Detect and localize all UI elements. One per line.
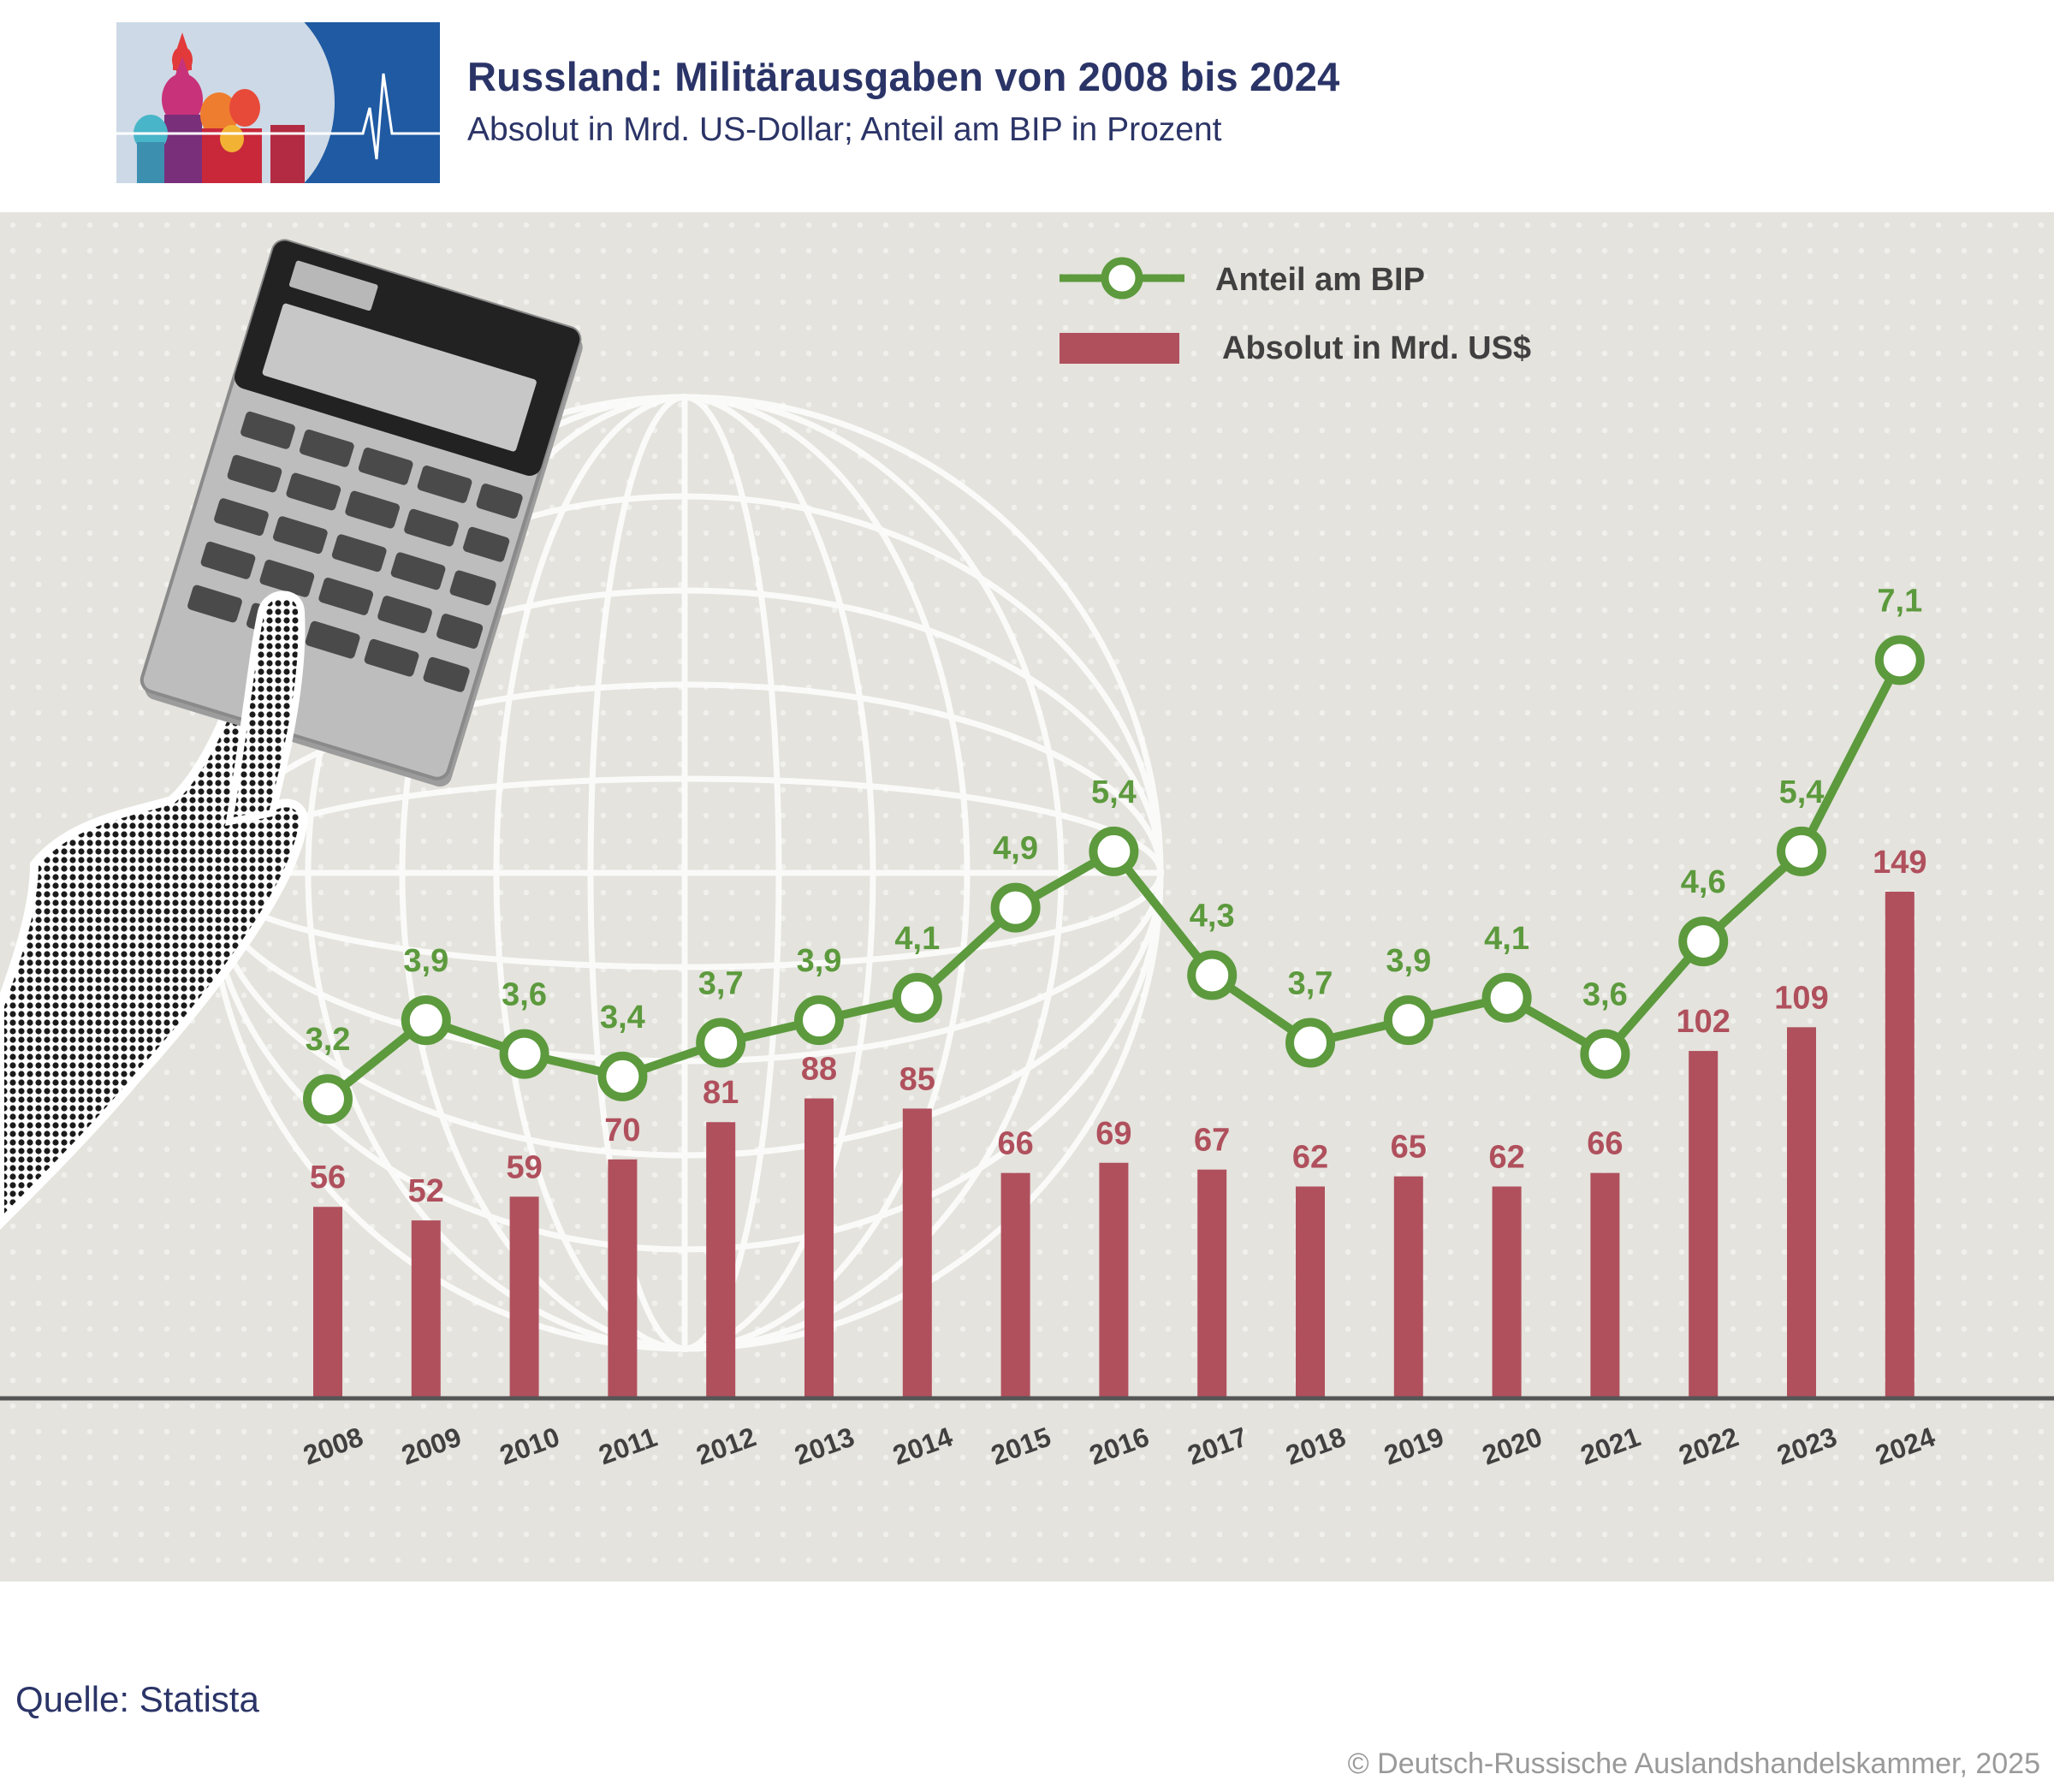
legend-bar-swatch <box>1060 333 1179 364</box>
line-value-label-2011: 3,4 <box>600 1000 645 1035</box>
bar-value-label-2024: 149 <box>1873 845 1926 881</box>
x-tick-label-2023: 2023 <box>1773 1421 1841 1471</box>
bar-value-label-2010: 59 <box>506 1149 542 1185</box>
calculator-icon <box>140 239 583 787</box>
bar-2012 <box>706 1122 736 1398</box>
bar-value-label-2012: 81 <box>703 1075 739 1111</box>
pointing-finger-icon <box>225 590 306 827</box>
line-point-2010 <box>499 1029 549 1079</box>
line-value-label-2012: 3,7 <box>698 965 744 1001</box>
line-point-2022 <box>1678 917 1729 967</box>
bar-value-label-2021: 66 <box>1587 1126 1623 1162</box>
line-point-2014 <box>892 972 942 1023</box>
bar-value-label-2020: 62 <box>1488 1139 1524 1175</box>
chart-title: Russland: Militärausgaben von 2008 bis 2… <box>467 54 1340 99</box>
kremlin-logo-icon <box>116 22 440 183</box>
bar-2011 <box>608 1159 638 1398</box>
bar-2023 <box>1787 1027 1816 1398</box>
x-tick-label-2020: 2020 <box>1478 1421 1546 1471</box>
x-tick-label-2012: 2012 <box>692 1421 760 1471</box>
line-value-label-2009: 3,9 <box>403 943 448 979</box>
bar-value-label-2008: 56 <box>310 1160 346 1196</box>
bar-value-label-2022: 102 <box>1676 1004 1730 1040</box>
line-point-2012 <box>696 1018 746 1068</box>
line-value-label-2019: 3,9 <box>1386 943 1431 979</box>
line-point-2019 <box>1383 995 1434 1046</box>
bar-value-label-2019: 65 <box>1391 1130 1427 1166</box>
bar-2018 <box>1296 1186 1325 1398</box>
legend-label-absolut: Absolut in Mrd. US$ <box>1222 330 1531 366</box>
chart-subtitle: Absolut in Mrd. US-Dollar; Anteil am BIP… <box>467 111 1222 148</box>
bar-value-label-2014: 85 <box>899 1061 935 1097</box>
line-point-2023 <box>1777 826 1826 876</box>
bar-2010 <box>509 1196 539 1398</box>
line-point-2016 <box>1089 826 1139 876</box>
legend-line-marker <box>1101 257 1143 300</box>
line-point-2011 <box>597 1051 648 1101</box>
x-tick-label-2015: 2015 <box>987 1421 1054 1471</box>
bar-2013 <box>804 1098 834 1398</box>
bar-2015 <box>1000 1172 1030 1398</box>
x-tick-label-2013: 2013 <box>791 1421 858 1471</box>
line-point-2021 <box>1580 1029 1630 1079</box>
bar-2009 <box>411 1220 441 1398</box>
x-tick-label-2009: 2009 <box>397 1421 465 1471</box>
bar-2016 <box>1099 1162 1129 1398</box>
line-value-label-2016: 5,4 <box>1091 774 1137 810</box>
line-value-label-2008: 3,2 <box>306 1022 351 1058</box>
line-value-label-2017: 4,3 <box>1190 899 1235 935</box>
line-point-2009 <box>401 995 451 1046</box>
line-point-2020 <box>1481 972 1532 1023</box>
bar-value-label-2013: 88 <box>801 1052 837 1088</box>
legend: Anteil am BIP Absolut in Mrd. US$ <box>1060 257 1531 366</box>
chart-area: Anteil am BIP Absolut in Mrd. US$ 56 52 59… <box>0 239 2054 1471</box>
bar-2024 <box>1885 891 1914 1398</box>
x-tick-label-2021: 2021 <box>1576 1421 1644 1471</box>
bar-value-label-2009: 52 <box>408 1173 444 1209</box>
x-tick-label-2017: 2017 <box>1184 1421 1251 1471</box>
line-value-label-2021: 3,6 <box>1582 977 1628 1013</box>
bar-value-label-2015: 66 <box>997 1126 1033 1162</box>
x-tick-label-2016: 2016 <box>1085 1421 1153 1471</box>
line-value-label-2024: 7,1 <box>1877 583 1922 619</box>
x-tick-label-2008: 2008 <box>300 1421 367 1471</box>
bar-value-label-2018: 62 <box>1292 1139 1328 1175</box>
x-tick-label-2011: 2011 <box>595 1421 662 1471</box>
bar-2020 <box>1492 1186 1522 1398</box>
line-point-2015 <box>990 882 1041 933</box>
bar-value-label-2011: 70 <box>604 1113 640 1148</box>
copyright-note: © Deutsch-Russische Auslandshandelskamme… <box>1347 1747 2040 1780</box>
bar-2022 <box>1689 1051 1719 1398</box>
line-point-2018 <box>1285 1018 1335 1068</box>
line-value-label-2023: 5,4 <box>1779 774 1825 810</box>
bar-2008 <box>313 1207 342 1398</box>
x-tick-label-2024: 2024 <box>1871 1421 1938 1471</box>
line-point-2017 <box>1187 950 1238 1000</box>
line-value-label-2022: 4,6 <box>1681 864 1726 900</box>
line-point-2008 <box>303 1074 353 1124</box>
x-tick-label-2014: 2014 <box>888 1421 956 1471</box>
source-note: Quelle: Statista <box>15 1679 259 1719</box>
bar-value-label-2016: 69 <box>1095 1116 1131 1152</box>
line-value-label-2014: 4,1 <box>894 921 940 957</box>
line-value-label-2015: 4,9 <box>993 831 1038 867</box>
line-value-label-2020: 4,1 <box>1484 921 1529 957</box>
bar-value-label-2023: 109 <box>1774 980 1828 1016</box>
line-value-label-2010: 3,6 <box>502 977 547 1013</box>
x-tick-label-2010: 2010 <box>496 1421 563 1471</box>
line-point-2024 <box>1874 635 1925 685</box>
x-tick-label-2019: 2019 <box>1380 1421 1447 1471</box>
line-point-2013 <box>794 995 844 1046</box>
bar-2017 <box>1197 1169 1227 1398</box>
bar-value-label-2017: 67 <box>1194 1123 1230 1159</box>
line-value-label-2018: 3,7 <box>1288 965 1333 1001</box>
bar-2021 <box>1590 1172 1620 1398</box>
line-value-label-2013: 3,9 <box>797 943 842 979</box>
legend-label-bip: Anteil am BIP <box>1215 262 1425 298</box>
x-tick-label-2018: 2018 <box>1282 1421 1350 1471</box>
bar-2019 <box>1393 1176 1423 1398</box>
bar-2014 <box>902 1108 932 1398</box>
x-tick-label-2022: 2022 <box>1675 1421 1742 1471</box>
